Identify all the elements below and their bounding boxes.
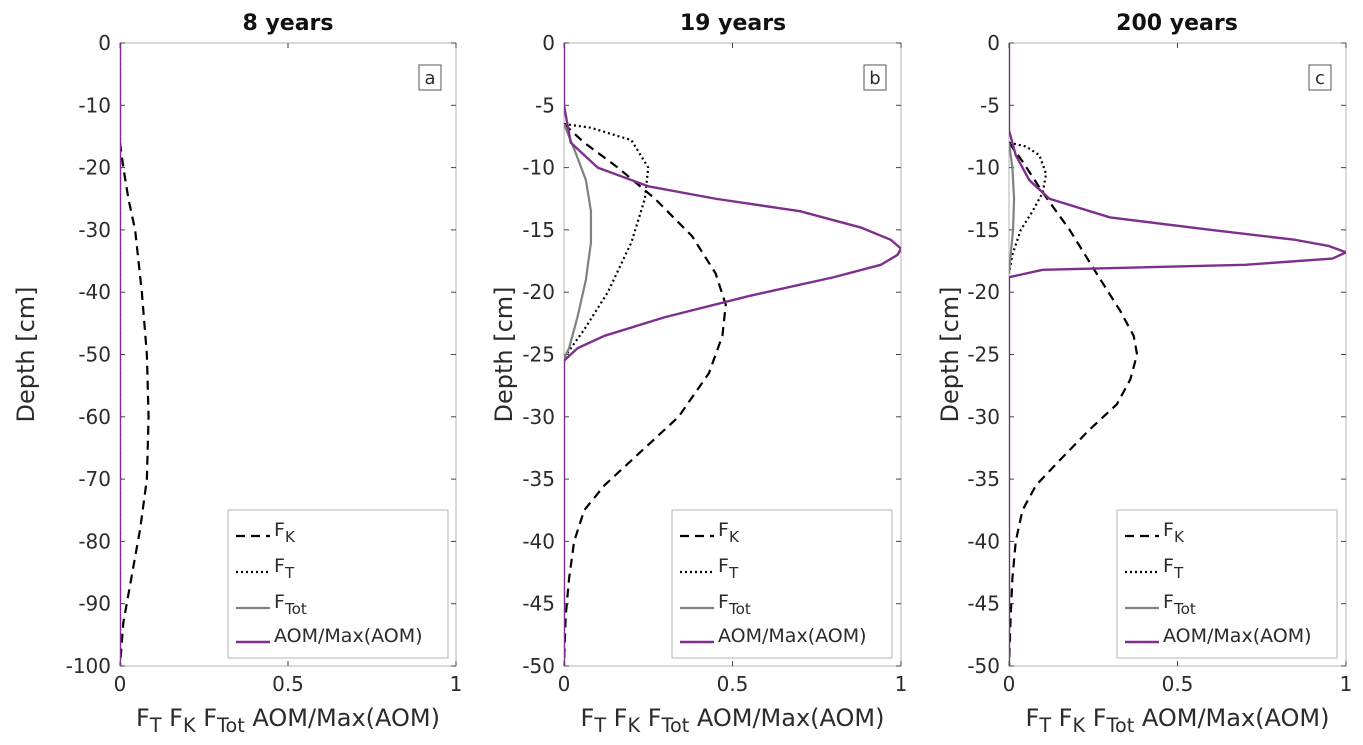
- series-line-fk: [120, 142, 150, 667]
- y-tick-label: -10: [967, 156, 1000, 180]
- y-tick-label: -30: [967, 405, 1000, 429]
- y-tick-label: -50: [78, 343, 111, 367]
- x-axis-label: FT FK FTot AOM/Max(AOM): [136, 704, 440, 737]
- y-tick-label: -90: [78, 592, 111, 616]
- chart-title: 200 years: [1116, 11, 1238, 36]
- series-line-aom: [1009, 43, 1346, 666]
- x-tick-label: 0.5: [717, 672, 749, 696]
- panel-label: a: [424, 68, 435, 89]
- y-tick-label: -20: [522, 280, 555, 304]
- y-tick-label: -5: [535, 93, 555, 117]
- y-tick-label: -45: [967, 592, 1000, 616]
- x-tick-label: 0.5: [272, 672, 304, 696]
- x-tick-label: 0.5: [1162, 672, 1194, 696]
- y-tick-label: -35: [967, 467, 1000, 491]
- y-tick-label: -35: [522, 467, 555, 491]
- y-tick-label: -40: [522, 529, 555, 553]
- y-tick-label: -45: [522, 592, 555, 616]
- legend-box: [227, 509, 449, 659]
- chart-title: 19 years: [680, 11, 786, 36]
- series-line-fk: [564, 123, 727, 667]
- series-group: [1009, 43, 1346, 667]
- y-tick-label: -40: [967, 529, 1000, 553]
- legend-label-aom: AOM/Max(AOM): [718, 625, 867, 647]
- legend-label-fk: FK: [1163, 519, 1185, 546]
- x-tick-label: 0: [1003, 672, 1016, 696]
- series-line-ftot: [564, 123, 593, 359]
- x-tick-label: 1: [450, 672, 463, 696]
- y-tick-label: -15: [522, 218, 555, 242]
- legend: FK FT FTot AOM/Max(AOM): [671, 509, 893, 659]
- y-tick-label: -70: [78, 467, 111, 491]
- y-tick-label: -60: [78, 405, 111, 429]
- panel-a: 8 years0-10-20-30-40-50-60-70-80-90-1000…: [12, 11, 462, 737]
- y-axis-label: Depth [cm]: [490, 286, 518, 422]
- legend-label-ft: FT: [274, 555, 295, 582]
- legend-label-fk: FK: [274, 519, 296, 546]
- y-axis-label: Depth [cm]: [12, 286, 40, 422]
- y-tick-label: -50: [967, 654, 1000, 678]
- y-tick-label: -100: [66, 654, 111, 678]
- y-tick-label: -20: [967, 280, 1000, 304]
- series-line-ft: [564, 122, 650, 359]
- y-tick-label: -25: [967, 343, 1000, 367]
- x-tick-label: 0: [114, 672, 127, 696]
- series-group: [120, 43, 150, 667]
- series-line-ftot: [1009, 142, 1016, 274]
- legend: FK FT FTot AOM/Max(AOM): [227, 509, 449, 659]
- legend-label-fk: FK: [718, 519, 740, 546]
- legend-label-aom: AOM/Max(AOM): [274, 625, 423, 647]
- legend: FK FT FTot AOM/Max(AOM): [1116, 509, 1338, 659]
- y-tick-label: -30: [78, 218, 111, 242]
- y-tick-label: -30: [522, 405, 555, 429]
- legend-label-ftot: FTot: [274, 591, 307, 618]
- y-tick-label: -40: [78, 280, 111, 304]
- y-axis-label: Depth [cm]: [936, 286, 964, 422]
- y-tick-label: 0: [98, 31, 111, 55]
- y-tick-label: -20: [78, 156, 111, 180]
- series-group: [564, 43, 901, 667]
- y-tick-label: -25: [522, 343, 555, 367]
- y-tick-label: 0: [987, 31, 1000, 55]
- chart-title: 8 years: [242, 11, 333, 36]
- x-tick-label: 1: [1340, 672, 1353, 696]
- y-tick-label: -5: [980, 93, 1000, 117]
- legend-box: [1116, 509, 1338, 659]
- y-tick-label: -80: [78, 529, 111, 553]
- y-tick-label: -15: [967, 218, 1000, 242]
- panel-label: b: [869, 68, 880, 89]
- legend-label-ft: FT: [718, 555, 739, 582]
- x-tick-label: 0: [558, 672, 571, 696]
- y-tick-label: -10: [522, 156, 555, 180]
- legend-label-aom: AOM/Max(AOM): [1163, 625, 1312, 647]
- panel-label-box: [418, 64, 442, 91]
- legend-label-ftot: FTot: [1163, 591, 1196, 618]
- x-tick-label: 1: [895, 672, 908, 696]
- series-line-fk: [1009, 142, 1139, 667]
- panel-label: c: [1315, 68, 1325, 89]
- legend-box: [671, 509, 893, 659]
- panel-label-box: [863, 64, 887, 91]
- x-axis-label: FT FK FTot AOM/Max(AOM): [1026, 704, 1330, 737]
- legend-label-ftot: FTot: [718, 591, 751, 618]
- series-line-aom: [564, 43, 901, 666]
- y-tick-label: -50: [522, 654, 555, 678]
- y-tick-label: -10: [78, 93, 111, 117]
- y-tick-label: 0: [542, 31, 555, 55]
- x-axis-label: FT FK FTot AOM/Max(AOM): [581, 704, 885, 737]
- panel-c: 200 years0-5-10-15-20-25-30-35-40-45-500…: [936, 11, 1352, 737]
- panel-label-box: [1308, 64, 1332, 91]
- legend-label-ft: FT: [1163, 555, 1184, 582]
